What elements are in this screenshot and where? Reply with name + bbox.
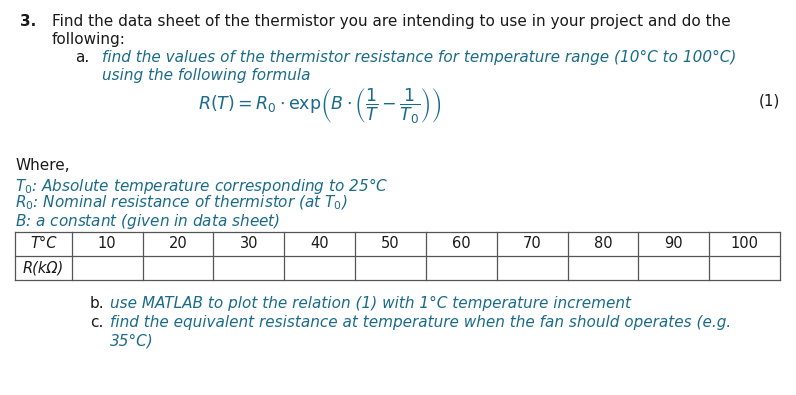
- Text: b.: b.: [90, 296, 104, 311]
- Text: 20: 20: [169, 237, 187, 252]
- Text: $B$: a constant (given in data sheet): $B$: a constant (given in data sheet): [15, 212, 280, 231]
- Text: $R(T) = R_0 \cdot \exp\!\left(B \cdot \left(\dfrac{1}{T} - \dfrac{1}{T_0}\right): $R(T) = R_0 \cdot \exp\!\left(B \cdot \l…: [198, 86, 442, 125]
- Text: a.: a.: [75, 50, 89, 65]
- Text: $T_0$: Absolute temperature corresponding to 25°C: $T_0$: Absolute temperature correspondin…: [15, 176, 388, 196]
- Text: 70: 70: [523, 237, 541, 252]
- Text: 10: 10: [98, 237, 116, 252]
- Text: using the following formula: using the following formula: [102, 68, 310, 83]
- Text: Where,: Where,: [15, 158, 69, 173]
- Text: 50: 50: [381, 237, 400, 252]
- Text: c.: c.: [90, 315, 103, 330]
- Text: 100: 100: [731, 237, 759, 252]
- Text: T°C: T°C: [30, 237, 57, 252]
- Text: find the equivalent resistance at temperature when the fan should operates (e.g.: find the equivalent resistance at temper…: [110, 315, 732, 330]
- Text: 30: 30: [240, 237, 258, 252]
- Text: following:: following:: [52, 32, 126, 47]
- Text: 90: 90: [665, 237, 683, 252]
- Text: $R_0$: Nominal resistance of thermistor (at $T_0$): $R_0$: Nominal resistance of thermistor …: [15, 194, 348, 213]
- Text: 60: 60: [452, 237, 470, 252]
- Text: (1): (1): [759, 94, 780, 109]
- Text: 40: 40: [310, 237, 329, 252]
- Text: R(kΩ): R(kΩ): [23, 260, 64, 275]
- Text: 35°C): 35°C): [110, 334, 154, 349]
- Text: Find the data sheet of the thermistor you are intending to use in your project a: Find the data sheet of the thermistor yo…: [52, 14, 731, 29]
- Text: 80: 80: [594, 237, 612, 252]
- Text: use MATLAB to plot the relation (1) with 1°C temperature increment: use MATLAB to plot the relation (1) with…: [110, 296, 631, 311]
- Text: find the values of the thermistor resistance for temperature range (10°C to 100°: find the values of the thermistor resist…: [102, 50, 736, 65]
- Text: 3.: 3.: [20, 14, 37, 29]
